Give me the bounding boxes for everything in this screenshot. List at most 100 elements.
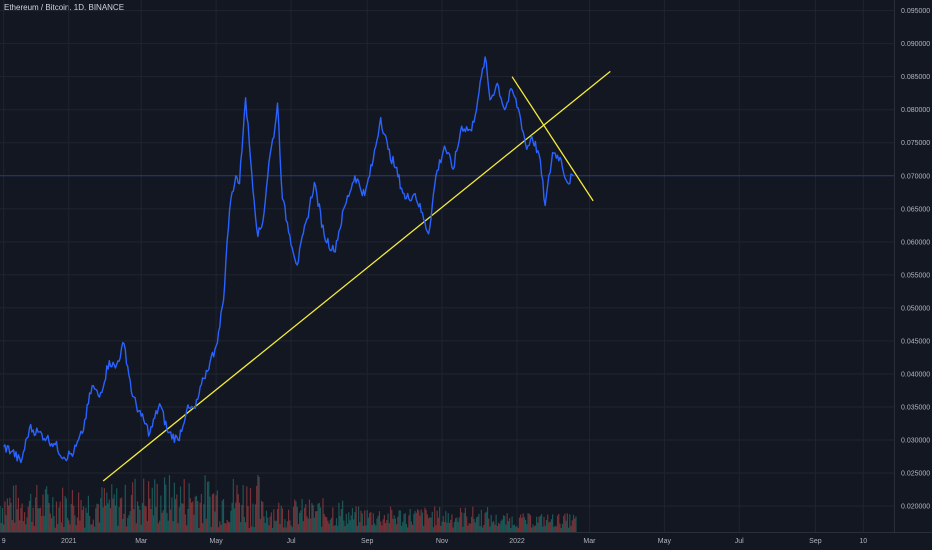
volume-bar xyxy=(147,481,150,532)
x-tick-label: Mar xyxy=(583,538,596,545)
volume-bar xyxy=(539,515,541,532)
volume-bar xyxy=(327,520,329,532)
y-tick-label: 0.050000 xyxy=(901,305,930,312)
volume-bar xyxy=(373,523,376,532)
price-axis[interactable]: 0.095000 0.090000 0.085000 0.080000 0.075000… xyxy=(901,8,930,510)
volume-bar xyxy=(63,526,65,532)
volume-bar xyxy=(256,485,258,532)
volume-bar xyxy=(408,515,410,532)
volume-bar xyxy=(442,516,444,532)
price-line[interactable] xyxy=(3,56,574,464)
volume-bar xyxy=(467,525,469,532)
trendlines[interactable] xyxy=(102,70,611,482)
volume-bar xyxy=(572,514,575,532)
volume-bar xyxy=(441,521,443,532)
volume-bar xyxy=(504,515,506,532)
volume-bar xyxy=(402,521,404,532)
volume-bar xyxy=(7,505,10,532)
volume-bar xyxy=(166,512,168,532)
volume-bar xyxy=(491,522,494,532)
volume-bar xyxy=(216,490,218,532)
volume-bar xyxy=(457,521,459,532)
x-tick-label: 2021 xyxy=(61,538,77,545)
volume-bar xyxy=(389,506,392,532)
volume-bar xyxy=(548,522,550,532)
volume-bar xyxy=(527,513,529,532)
volume-bar xyxy=(538,516,540,532)
volume-bar xyxy=(575,516,577,532)
volume-bar xyxy=(283,527,285,532)
volume-bar xyxy=(466,516,468,532)
trendline[interactable] xyxy=(102,70,611,482)
volume-bar xyxy=(273,509,275,532)
volume-bar xyxy=(279,523,281,532)
volume-bar xyxy=(287,509,290,532)
volume-bar xyxy=(285,527,287,532)
volume-bar xyxy=(286,521,288,532)
volume-bar xyxy=(396,524,398,532)
volume-bar xyxy=(200,493,202,532)
volume-bar xyxy=(248,527,250,532)
volume-bar xyxy=(345,513,347,532)
volume-bar xyxy=(278,502,280,532)
volume-bar xyxy=(526,524,528,532)
volume-bar xyxy=(259,518,261,532)
volume-bar xyxy=(426,514,428,532)
volume-bar xyxy=(252,503,254,532)
volume-bar xyxy=(522,513,524,532)
volume-bar xyxy=(281,508,284,532)
volume-bar xyxy=(543,516,545,532)
volume-bar xyxy=(299,512,301,532)
volume-bar xyxy=(225,523,227,532)
volume-bar xyxy=(58,507,60,532)
volume-bar xyxy=(337,525,339,532)
volume-bar xyxy=(501,519,503,532)
volume-bar xyxy=(187,508,189,532)
volume-bar xyxy=(480,509,482,532)
volume-bar xyxy=(270,512,272,532)
volume-bar xyxy=(86,512,88,532)
volume-bar xyxy=(495,514,497,532)
volume-bar xyxy=(424,507,426,532)
volume-bar xyxy=(112,498,114,532)
volume-bar xyxy=(144,505,146,532)
volume-bar xyxy=(231,502,233,532)
volume-bar xyxy=(532,524,534,532)
volume-bar xyxy=(297,524,300,532)
volume-bar xyxy=(184,514,187,532)
volume-bar xyxy=(558,513,560,532)
volume-bar xyxy=(536,516,538,532)
volume-bar xyxy=(493,521,495,532)
volume-bar xyxy=(71,490,74,532)
volume-bar xyxy=(163,477,166,532)
volume-bar xyxy=(59,501,61,532)
trendline[interactable] xyxy=(511,76,594,202)
volume-bar xyxy=(238,502,241,532)
volume-bar xyxy=(500,520,502,532)
volume-bar xyxy=(134,478,136,532)
volume-bar xyxy=(129,511,131,532)
volume-bar xyxy=(301,498,303,532)
volume-bar xyxy=(102,507,104,532)
volume-bar xyxy=(265,510,268,532)
volume-bar xyxy=(28,500,31,532)
volume-bar xyxy=(197,500,199,532)
volume-bar xyxy=(9,497,11,532)
volume-bar xyxy=(485,511,487,532)
volume-bar xyxy=(258,476,260,532)
volume-bar xyxy=(262,501,264,532)
volume-bar xyxy=(435,525,437,532)
volume-bar xyxy=(537,522,539,532)
time-axis[interactable]: 9 2021 Mar May Jul Sep Nov 2022 Mar May Jul Sep 10 xyxy=(2,538,868,545)
volume-bar xyxy=(377,515,379,532)
volume-bar xyxy=(365,525,367,532)
volume-bar xyxy=(46,486,48,532)
volume-bar xyxy=(440,525,442,532)
x-tick-label: May xyxy=(658,538,672,545)
volume-bar xyxy=(564,513,566,532)
volume-bar xyxy=(339,515,341,532)
volume-bar xyxy=(111,484,113,532)
volume-bar xyxy=(461,512,463,532)
volume-bar xyxy=(484,512,486,532)
